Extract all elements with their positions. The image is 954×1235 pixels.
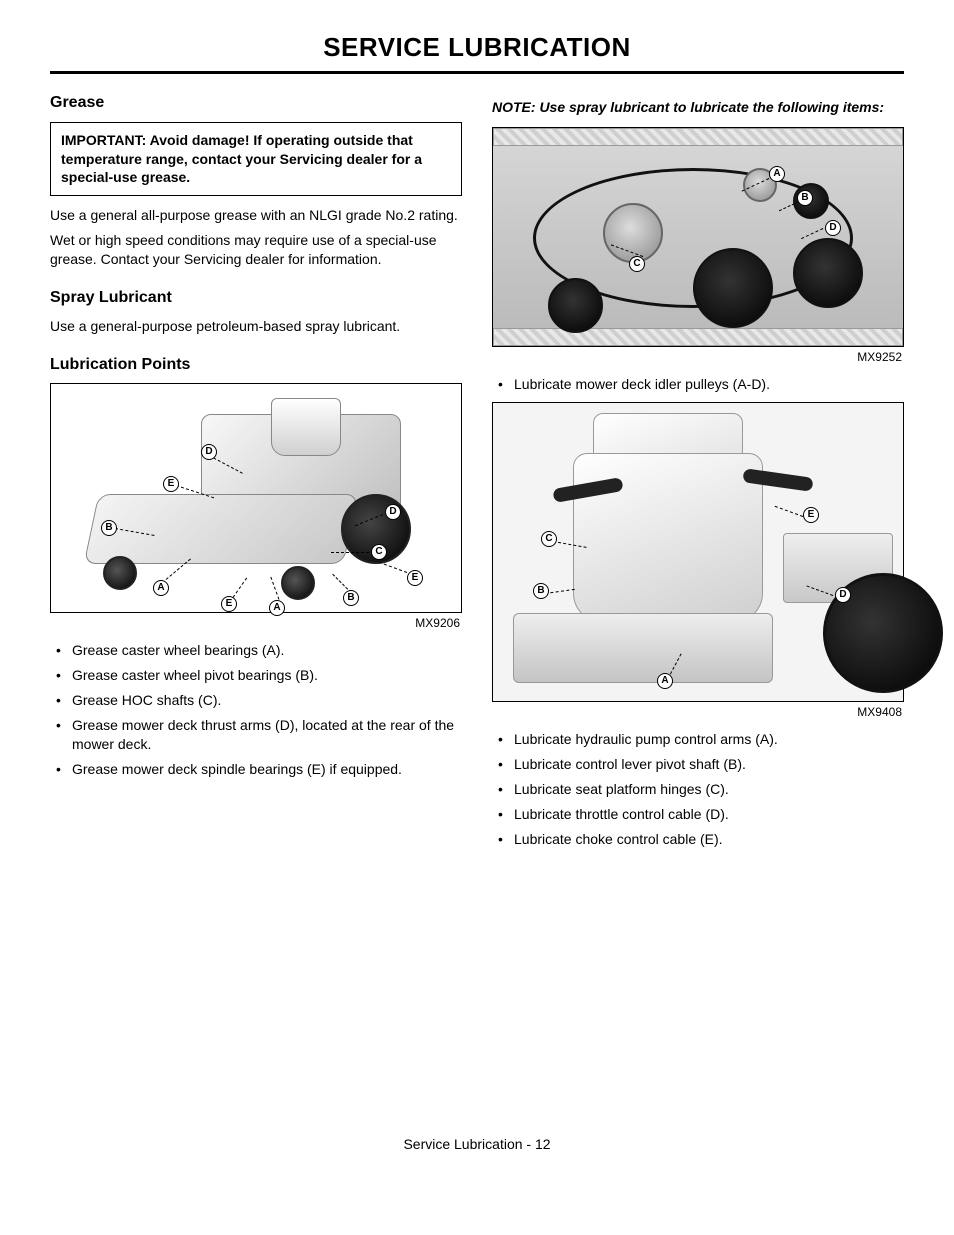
figure-seat-controls: C B A E D — [492, 402, 904, 702]
callout-a: A — [769, 166, 785, 182]
callout-a1: A — [153, 580, 169, 596]
list-item: Lubricate control lever pivot shaft (B). — [492, 755, 904, 774]
figure-mower-diagram: D E B A E A B C D E — [50, 383, 462, 613]
callout-c: C — [629, 256, 645, 272]
heading-spray-lubricant: Spray Lubricant — [50, 287, 462, 309]
spray-note: NOTE: Use spray lubricant to lubricate t… — [492, 98, 904, 117]
callout-d: D — [825, 220, 841, 236]
callout-b: B — [533, 583, 549, 599]
lubricate-list: Lubricate hydraulic pump control arms (A… — [492, 730, 904, 848]
callout-a2: A — [269, 600, 285, 616]
callout-e2: E — [221, 596, 237, 612]
figure1-caption: MX9206 — [50, 615, 460, 631]
grease-paragraph-2: Wet or high speed conditions may require… — [50, 231, 462, 269]
left-column: Grease IMPORTANT: Avoid damage! If opera… — [50, 92, 462, 855]
list-item: Lubricate hydraulic pump control arms (A… — [492, 730, 904, 749]
grease-paragraph-1: Use a general all-purpose grease with an… — [50, 206, 462, 225]
list-item: Lubricate mower deck idler pulleys (A-D)… — [492, 375, 904, 394]
heading-lubrication-points: Lubrication Points — [50, 354, 462, 376]
list-item: Lubricate throttle control cable (D). — [492, 805, 904, 824]
list-item: Grease caster wheel pivot bearings (B). — [50, 666, 462, 685]
right-column: NOTE: Use spray lubricant to lubricate t… — [492, 92, 904, 855]
list-item: Grease HOC shafts (C). — [50, 691, 462, 710]
list-item: Grease caster wheel bearings (A). — [50, 641, 462, 660]
callout-c1: C — [371, 544, 387, 560]
figure2-caption: MX9252 — [492, 349, 902, 365]
page-title: SERVICE LUBRICATION — [50, 30, 904, 74]
list-item: Grease mower deck thrust arms (D), locat… — [50, 716, 462, 754]
pulley-list: Lubricate mower deck idler pulleys (A-D)… — [492, 375, 904, 394]
important-box: IMPORTANT: Avoid damage! If operating ou… — [50, 122, 462, 197]
callout-a: A — [657, 673, 673, 689]
important-text: IMPORTANT: Avoid damage! If operating ou… — [61, 132, 422, 186]
list-item: Grease mower deck spindle bearings (E) i… — [50, 760, 462, 779]
callout-d2: D — [385, 504, 401, 520]
figure3-caption: MX9408 — [492, 704, 902, 720]
callout-b1: B — [101, 520, 117, 536]
callout-b2: B — [343, 590, 359, 606]
list-item: Lubricate seat platform hinges (C). — [492, 780, 904, 799]
callout-b: B — [797, 190, 813, 206]
callout-c: C — [541, 531, 557, 547]
list-item: Lubricate choke control cable (E). — [492, 830, 904, 849]
callout-d1: D — [201, 444, 217, 460]
figure-pulleys: A B C D — [492, 127, 904, 347]
grease-list: Grease caster wheel bearings (A). Grease… — [50, 641, 462, 778]
callout-d: D — [835, 587, 851, 603]
callout-e3: E — [407, 570, 423, 586]
page-footer: Service Lubrication - 12 — [50, 1135, 904, 1154]
callout-e1: E — [163, 476, 179, 492]
spray-paragraph: Use a general-purpose petroleum-based sp… — [50, 317, 462, 336]
content-columns: Grease IMPORTANT: Avoid damage! If opera… — [50, 92, 904, 855]
callout-e: E — [803, 507, 819, 523]
heading-grease: Grease — [50, 92, 462, 114]
